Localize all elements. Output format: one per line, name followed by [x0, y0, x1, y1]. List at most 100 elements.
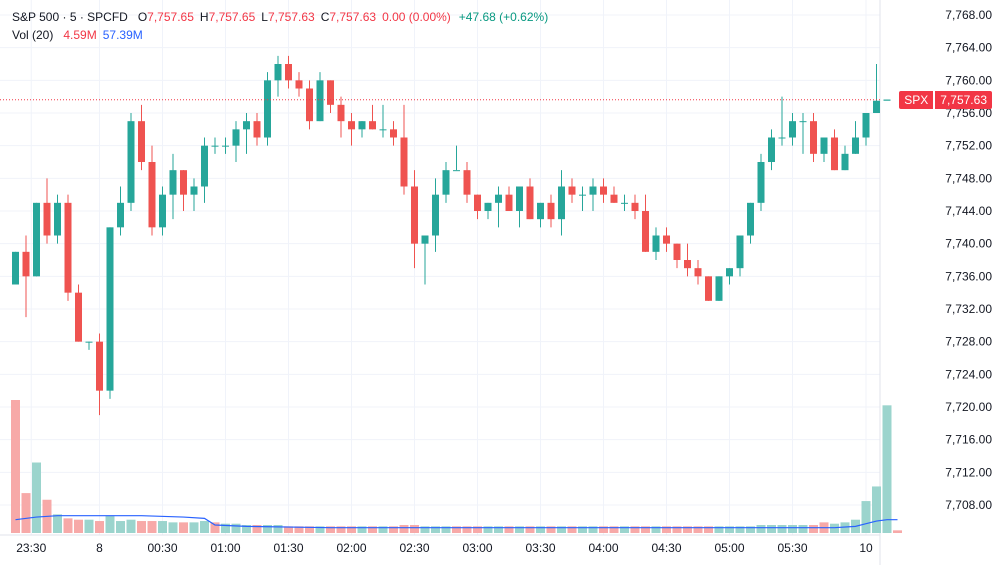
volume-bar [746, 526, 755, 533]
candle-body [159, 194, 166, 228]
candle-body [484, 202, 492, 211]
candle-body [789, 121, 796, 138]
candle-body [495, 194, 502, 203]
candle-body [243, 121, 250, 130]
volume-bar [95, 521, 104, 533]
volume-bar [599, 526, 608, 533]
y-tick-label: 7,724.00 [945, 367, 992, 381]
chart-legend: S&P 500 · 5 · SPCFD O 7,757.65 H 7,757.65 … [12, 8, 548, 44]
candle-body [327, 80, 334, 105]
candle-body [453, 170, 460, 172]
volume-bar [777, 525, 787, 533]
volume-bar [242, 525, 251, 533]
candle-body [348, 121, 355, 130]
candle-body [631, 202, 639, 211]
volume-bar [263, 525, 272, 533]
high-label: H [199, 10, 209, 24]
candle-body [190, 186, 198, 195]
volume-bar [494, 526, 503, 533]
candle-body [726, 268, 733, 277]
candle-body [673, 243, 681, 260]
candle-body [127, 121, 135, 203]
y-tick-label: 7,768.00 [945, 8, 992, 22]
volume-bar [788, 525, 797, 533]
volume-bar [221, 523, 230, 533]
volume-value: 4.59M [63, 28, 97, 42]
volume-label[interactable]: Vol (20) [12, 28, 54, 42]
candle-body [736, 235, 744, 269]
x-tick-label: 01:00 [210, 541, 240, 555]
volume-bar [651, 526, 661, 533]
volume-bar [693, 526, 703, 533]
x-tick-label: 10 [859, 541, 873, 555]
x-tick-label: 04:30 [651, 541, 681, 555]
volume-bar [609, 526, 619, 533]
candle-body [148, 162, 156, 228]
candle-body [96, 341, 103, 391]
y-tick-label: 7,736.00 [945, 269, 992, 283]
volume-bar [210, 522, 220, 533]
volume-bar [515, 526, 524, 533]
volume-bar [347, 526, 356, 533]
volume-bar [557, 526, 566, 533]
candle-body [411, 186, 418, 244]
volume-bar [126, 519, 136, 533]
candle-body [600, 186, 607, 195]
symbol-label[interactable]: S&P 500 · 5 · SPCFD [12, 10, 128, 24]
volume-bar [273, 525, 283, 533]
volume-bar [641, 526, 650, 533]
candle-body [505, 194, 513, 211]
candle-body [715, 276, 723, 301]
candle-body [610, 194, 618, 203]
x-tick-label: 00:30 [147, 541, 177, 555]
volume-bar [420, 526, 430, 533]
volume-bar [63, 518, 73, 533]
volume-bar [578, 526, 587, 533]
candle-body [547, 202, 555, 220]
volume-bar [137, 521, 146, 533]
volume-bar [231, 523, 241, 533]
volume-bar [147, 521, 157, 533]
candle-body [862, 113, 870, 138]
volume-bar [872, 486, 881, 533]
volume-bar [630, 526, 640, 533]
x-tick-label: 8 [96, 541, 103, 555]
volume-bar [431, 526, 440, 533]
candle-body [106, 227, 114, 391]
volume-bar [441, 526, 451, 533]
volume-bar [410, 525, 419, 533]
price-tag-value: 7,757.63 [935, 90, 992, 109]
candle-body [831, 137, 838, 171]
volume-bar [725, 526, 734, 533]
volume-bar [840, 522, 850, 533]
last-price-tag: SPX 7,757.63 [899, 90, 992, 109]
candle-body [306, 88, 313, 122]
volume-bar [399, 525, 409, 533]
candle-body [526, 186, 534, 220]
volume-bar [200, 521, 209, 533]
candle-body [684, 260, 691, 269]
candle-body [642, 211, 649, 252]
candle-body [295, 80, 303, 89]
volume-bar [284, 526, 293, 533]
candle-body [85, 341, 93, 343]
volume-bar [116, 521, 125, 533]
close-label: C [320, 10, 330, 24]
candle-body [537, 202, 544, 220]
y-tick-label: 7,716.00 [945, 433, 992, 447]
volume-bar [882, 405, 892, 533]
volume-bar [704, 526, 713, 533]
y-tick-label: 7,756.00 [945, 106, 992, 120]
bar-change: 0.00 (0.00%) [382, 10, 451, 24]
candle-body [369, 121, 376, 130]
day-change: +47.68 (+0.62%) [458, 10, 549, 24]
y-tick-label: 7,732.00 [945, 302, 992, 316]
volume-bar [74, 519, 83, 533]
candle-body [264, 80, 271, 138]
candle-body [820, 137, 828, 154]
candle-body [463, 170, 471, 195]
candle-body [43, 202, 51, 236]
y-tick-label: 7,728.00 [945, 335, 992, 349]
volume-bar [504, 526, 514, 533]
